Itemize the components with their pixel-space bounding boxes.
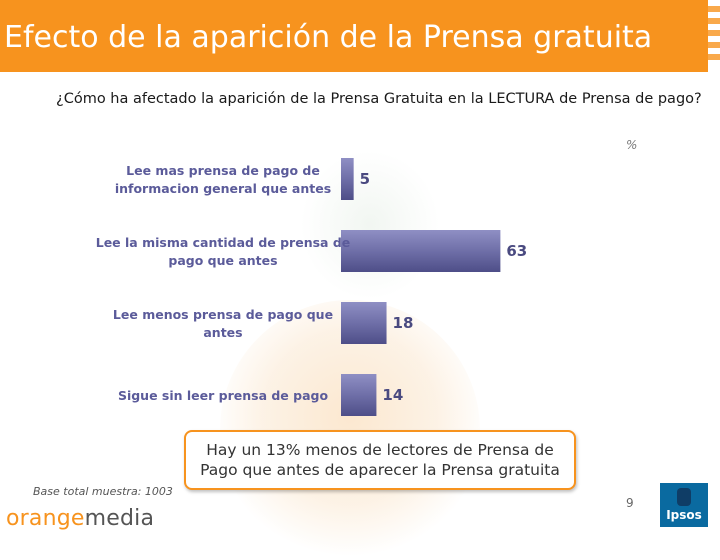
page-number: 9	[626, 496, 634, 510]
value-label-2: 63	[506, 242, 527, 260]
splash-watermark-image	[300, 150, 440, 300]
category-label-3: Lee menos prensa de pago que antes	[113, 307, 333, 340]
ipsos-logo-text: Ipsos	[666, 508, 702, 522]
bar-chart: 5 Lee mas prensa de pago de informacion ge…	[96, 158, 527, 416]
category-label-4: Sigue sin leer prensa de pago	[118, 388, 329, 403]
page-title: Efecto de la aparición de la Prensa grat…	[4, 20, 653, 55]
orangemedia-logo: orangemedia	[6, 506, 155, 531]
bar-4	[341, 374, 377, 416]
ipsos-logo: Ipsos	[660, 483, 708, 527]
category-label-2: Lee la misma cantidad de prensa de pago q…	[96, 235, 351, 268]
callout-line-1: Hay un 13% menos de lectores de Prensa d…	[206, 441, 554, 459]
bar-2	[341, 230, 501, 272]
bar-1	[341, 158, 354, 200]
chart-question: ¿Cómo ha afectado la aparición de la Pre…	[56, 91, 702, 107]
base-sample-text: Base total muestra: 1003	[33, 485, 173, 498]
title-bar: Efecto de la aparición de la Prensa grat…	[0, 0, 720, 72]
ipsos-mark-icon	[677, 488, 691, 506]
title-bar-decoration	[708, 0, 720, 72]
value-label-1: 5	[360, 170, 370, 188]
value-label-3: 18	[393, 314, 414, 332]
category-label-1: Lee mas prensa de pago de informacion gen…	[115, 163, 331, 196]
callout-box: Hay un 13% menos de lectores de Prensa d…	[184, 430, 576, 490]
callout-line-2: Pago que antes de aparecer la Prensa gra…	[200, 461, 560, 479]
unit-label: %	[626, 138, 638, 152]
bar-3	[341, 302, 387, 344]
value-label-4: 14	[382, 386, 403, 404]
